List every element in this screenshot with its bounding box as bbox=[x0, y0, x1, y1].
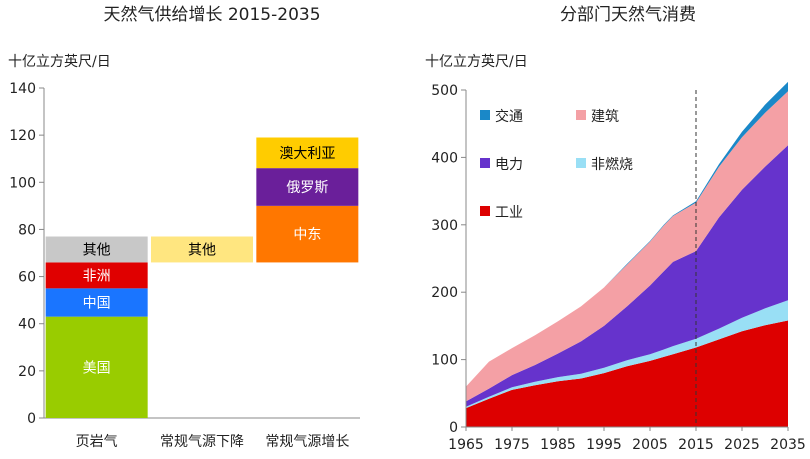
left-axes: 0 20 40 60 80 100 120 140 页岩气 常规气源下降 常规气源增长 bbox=[9, 81, 360, 450]
right-x-tick-label: 1995 bbox=[586, 437, 622, 453]
legend-label: 电力 bbox=[495, 157, 523, 173]
right-y-tick-label: 100 bbox=[431, 353, 458, 369]
bar-segment-label: 其他 bbox=[83, 242, 111, 258]
right-y-tick-label: 400 bbox=[431, 150, 458, 166]
legend-label: 建筑 bbox=[591, 109, 619, 125]
left-y-tick-label: 140 bbox=[9, 81, 36, 97]
left-y-tick-label: 0 bbox=[27, 411, 36, 427]
right-x-tick-label: 1965 bbox=[448, 437, 484, 453]
left-y-tick-label: 60 bbox=[18, 270, 36, 286]
bar-segment-label: 澳大利亚 bbox=[279, 146, 335, 162]
right-y-tick-label: 200 bbox=[431, 285, 458, 301]
bar-segment-label: 非洲 bbox=[83, 268, 111, 284]
right-y-tick-label: 300 bbox=[431, 218, 458, 234]
bar-segment bbox=[151, 236, 253, 263]
bar-segment-label: 中东 bbox=[293, 227, 321, 243]
right-x-tick-label: 2015 bbox=[678, 437, 714, 453]
left-chart-title: 天然气供给增长 2015-2035 bbox=[103, 5, 320, 25]
left-x-category-label: 常规气源增长 bbox=[265, 434, 349, 450]
bar-segment-label: 俄罗斯 bbox=[286, 180, 328, 196]
legend-label: 交通 bbox=[495, 108, 523, 125]
right-y-axis-label: 十亿立方英尺/日 bbox=[425, 53, 528, 70]
right-y-tick-label: 500 bbox=[431, 83, 458, 99]
bar-segment bbox=[45, 236, 148, 263]
left-y-tick-label: 80 bbox=[18, 222, 36, 238]
left-y-axis-label: 十亿立方英尺/日 bbox=[8, 53, 111, 70]
left-bars: 美国 中国 非洲 其他 其他 中东 俄罗斯 澳大利亚 bbox=[45, 137, 359, 418]
left-y-tick-label: 20 bbox=[18, 364, 36, 380]
bar-segment bbox=[45, 316, 148, 418]
left-y-tick-label: 40 bbox=[18, 317, 36, 333]
area-series-建筑 bbox=[466, 91, 788, 402]
area-series-非燃烧 bbox=[466, 300, 788, 409]
left-y-tick-label: 120 bbox=[9, 128, 36, 144]
bar-segment bbox=[256, 168, 359, 206]
bar-segment bbox=[45, 262, 148, 289]
right-areas bbox=[466, 81, 788, 427]
legend-swatch bbox=[480, 110, 490, 120]
legend-swatch bbox=[576, 158, 586, 168]
bar-segment bbox=[256, 137, 359, 169]
right-x-tick-label: 2005 bbox=[632, 437, 668, 453]
left-x-category-label: 页岩气 bbox=[76, 434, 118, 450]
legend-swatch bbox=[480, 206, 490, 216]
legend-label: 工业 bbox=[495, 205, 523, 221]
right-x-tick-label: 1985 bbox=[540, 437, 576, 453]
bar-segment-label: 中国 bbox=[83, 296, 111, 312]
area-series-电力 bbox=[466, 145, 788, 407]
area-series-工业 bbox=[466, 320, 788, 427]
right-x-tick-label: 2035 bbox=[770, 437, 806, 453]
legend-swatch bbox=[576, 110, 586, 120]
bar-segment bbox=[256, 205, 359, 263]
legend-label: 非燃烧 bbox=[591, 156, 633, 173]
left-x-category-label: 常规气源下降 bbox=[160, 434, 244, 450]
bar-segment-label: 美国 bbox=[83, 360, 111, 376]
right-chart-title: 分部门天然气消费 bbox=[560, 5, 696, 25]
right-axes: 0 100 200 300 400 500 1965 1975 1985 1995 2005 2015… bbox=[431, 83, 806, 453]
supply-growth-chart: 天然气供给增长 2015-2035 十亿立方英尺/日 0 20 40 60 80 100 1… bbox=[8, 5, 360, 450]
right-x-tick-label: 1975 bbox=[494, 437, 530, 453]
right-x-tick-label: 2025 bbox=[724, 437, 760, 453]
consumption-by-sector-chart: 分部门天然气消费 十亿立方英尺/日 0 100 200 300 400 500 1965 19… bbox=[425, 5, 806, 453]
legend-swatch bbox=[480, 158, 490, 168]
left-y-tick-label: 100 bbox=[9, 175, 36, 191]
bar-segment-label: 其他 bbox=[188, 242, 216, 258]
right-y-tick-label: 0 bbox=[449, 420, 458, 436]
bar-segment bbox=[45, 288, 148, 317]
